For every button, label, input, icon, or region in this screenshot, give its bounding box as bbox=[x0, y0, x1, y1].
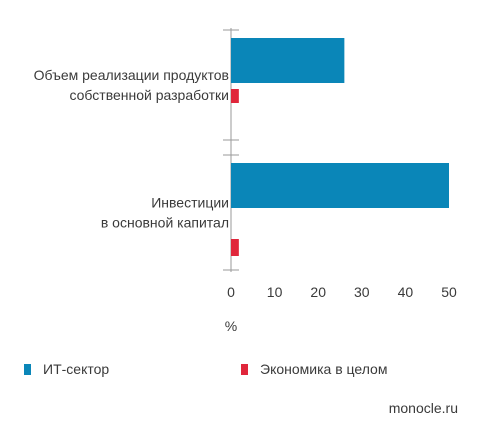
bar-it-sector bbox=[231, 163, 449, 208]
legend-item-it-sector: ИТ-сектор bbox=[24, 361, 109, 377]
legend-swatch-it-sector bbox=[24, 363, 31, 375]
category-label: в основной капитал bbox=[101, 215, 229, 231]
x-tick-label: 10 bbox=[267, 284, 283, 300]
legend-item-economy: Экономика в целом bbox=[241, 361, 387, 377]
source-label: monocle.ru bbox=[388, 400, 458, 416]
x-axis-unit-label: % bbox=[225, 318, 237, 334]
category-label: собственной разработки bbox=[69, 87, 229, 103]
legend-label-it-sector: ИТ-сектор bbox=[43, 361, 110, 377]
x-tick-label: 40 bbox=[398, 284, 414, 300]
x-tick-label: 50 bbox=[441, 284, 457, 300]
bar-economy bbox=[231, 239, 239, 256]
category-label: Инвестиции bbox=[151, 195, 229, 211]
legend: ИТ-сектор Экономика в целом bbox=[0, 361, 482, 379]
bar-chart: Объем реализации продуктов собственной ра… bbox=[34, 28, 457, 334]
bar-economy bbox=[231, 89, 239, 103]
legend-label-economy: Экономика в целом bbox=[260, 361, 388, 377]
bar-it-sector bbox=[231, 38, 345, 83]
x-tick-label: 30 bbox=[354, 284, 370, 300]
category-label: Объем реализации продуктов bbox=[34, 67, 229, 83]
legend-swatch-economy bbox=[241, 363, 248, 375]
x-tick-label: 0 bbox=[227, 284, 235, 300]
x-tick-label: 20 bbox=[310, 284, 326, 300]
